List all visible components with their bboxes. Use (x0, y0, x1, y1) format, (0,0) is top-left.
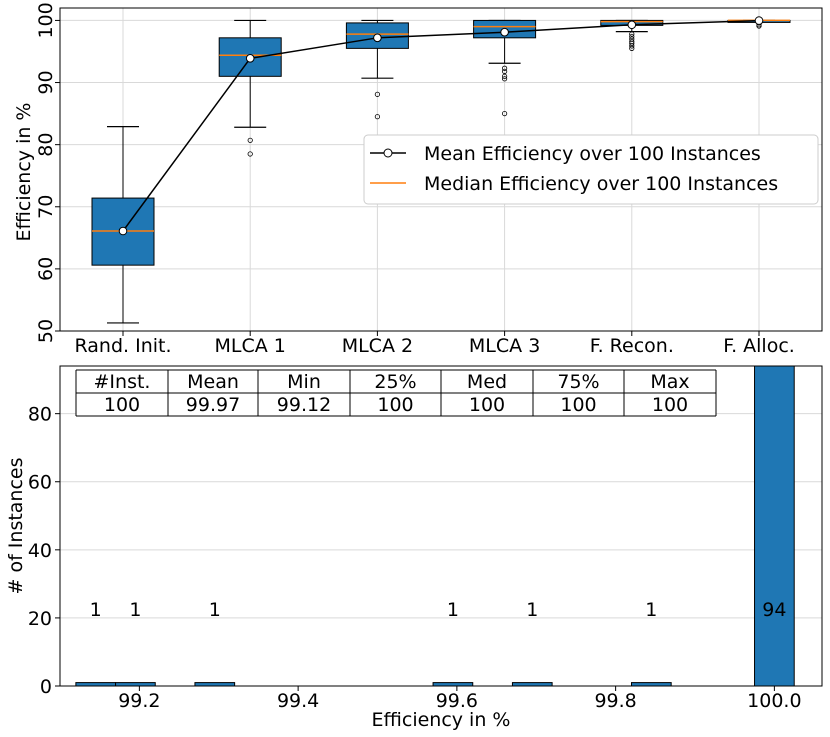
box-0 (91, 126, 155, 324)
table-cell: 99.97 (186, 394, 240, 416)
histogram-bars (75, 365, 795, 687)
table-cell: 100 (560, 394, 596, 416)
mean-point (500, 27, 509, 37)
y-tick-label: 0 (40, 676, 52, 698)
y-tick-label: 90 (35, 70, 57, 94)
mean-point (754, 16, 764, 25)
histogram-grid (60, 413, 822, 687)
table-cell: 100 (469, 394, 505, 416)
x-tick-label: Rand. Init. (74, 335, 171, 357)
flier-point (501, 68, 508, 74)
mean-point (118, 226, 128, 236)
flier-point (501, 65, 508, 71)
y-tick-label: 100 (35, 2, 57, 38)
bar-count-label: 1 (447, 599, 459, 621)
histogram-y-axis-label: # of Instances (5, 457, 27, 594)
flier-point (501, 73, 508, 79)
histogram-x-ticks: 99.2 99.4 99.6 99.8 100.0 (118, 686, 802, 712)
histogram-bar (115, 682, 156, 687)
flier-point (374, 91, 380, 97)
table-header-cell: Mean (187, 371, 239, 393)
histogram-x-axis-label: Efficiency in % (372, 709, 511, 731)
table-header-cell: #Inst. (94, 371, 151, 393)
table-header-cell: Med (467, 371, 507, 393)
histogram-bar-labels: 1 1 1 1 1 1 94 (90, 599, 787, 621)
table-header-cell: 25% (374, 371, 416, 393)
flier-point (629, 33, 635, 40)
histogram-panel: 1 1 1 1 1 1 94 0 20 40 60 80 99.2 99.4 99.6 99.8 100.0… (5, 365, 823, 731)
y-tick-label: 70 (35, 195, 57, 219)
histogram-bar (75, 682, 117, 687)
flier-point (501, 76, 508, 82)
x-tick-label: MLCA 1 (215, 335, 286, 357)
flier-point (629, 40, 635, 47)
x-tick-label: F. Alloc. (723, 335, 795, 357)
bar-count-label: 1 (645, 599, 657, 621)
flier-point (247, 151, 253, 157)
x-tick-label: F. Recon. (590, 335, 674, 357)
legend-box (363, 134, 819, 205)
x-tick-label: 99.2 (118, 690, 160, 712)
table-header-cell: 75% (557, 371, 599, 393)
histogram-y-ticks: 0 20 40 60 80 (28, 404, 60, 698)
table-cell: 100 (652, 394, 688, 416)
legend-mean-marker-swatch (383, 148, 393, 158)
flier-point (501, 110, 508, 117)
boxplot-axes-frame (59, 7, 823, 332)
table-cell: 99.12 (277, 394, 331, 416)
x-tick-label: 99.4 (277, 690, 319, 712)
y-tick-label: 80 (35, 133, 57, 157)
flier-point (247, 137, 253, 143)
table-cell: 100 (377, 394, 413, 416)
boxplot-y-ticks: 50 60 70 80 90 100 (35, 2, 60, 343)
mean-point (627, 20, 637, 30)
bar-count-label: 1 (209, 599, 221, 621)
legend-entry-mean: Mean Efficiency over 100 Instances (424, 143, 761, 165)
boxplot-y-axis-label: Efficiency in % (13, 103, 35, 242)
table-header-cell: Max (650, 371, 689, 393)
y-tick-label: 50 (35, 319, 57, 343)
bar-count-label: 1 (129, 599, 141, 621)
y-tick-label: 80 (28, 404, 52, 426)
x-tick-label: 99.8 (594, 690, 636, 712)
y-tick-label: 40 (28, 540, 52, 562)
y-tick-label: 60 (28, 472, 52, 494)
x-tick-label: 99.6 (436, 690, 478, 712)
bar-count-label: 1 (90, 599, 102, 621)
x-tick-label: MLCA 2 (342, 335, 413, 357)
table-header-cell: Min (287, 371, 321, 393)
mean-point (373, 33, 382, 43)
mean-series (118, 16, 764, 236)
histogram-bar (511, 682, 553, 687)
legend-entry-median: Median Efficiency over 100 Instances (424, 173, 778, 195)
flier-point (374, 114, 380, 120)
y-tick-label: 20 (28, 608, 52, 630)
histogram-bar (754, 365, 795, 687)
boxplot-x-ticks: Rand. Init. MLCA 1 MLCA 2 MLCA 3 F. Recon. F.… (74, 331, 795, 357)
x-tick-label: 100.0 (747, 690, 801, 712)
bar-count-label: 1 (526, 599, 538, 621)
flier-point (629, 31, 635, 37)
mean-point (245, 54, 255, 63)
table-cell: 100 (104, 394, 140, 416)
histogram-bar (432, 682, 474, 687)
legend: Mean Efficiency over 100 Instances Media… (363, 134, 819, 205)
x-tick-label: MLCA 3 (469, 335, 540, 357)
boxplot-panel: 50 60 70 80 90 100 Rand. Init. MLCA 1 MLCA 2 MLC… (13, 2, 823, 357)
mean-line (122, 19, 760, 232)
flier-point (629, 43, 635, 49)
bar-count-label: 94 (762, 599, 786, 621)
y-tick-label: 60 (35, 257, 57, 281)
histogram-bar (631, 682, 672, 687)
flier-point (629, 45, 635, 51)
histogram-bar (194, 682, 236, 687)
histogram-axes-frame (59, 365, 823, 687)
